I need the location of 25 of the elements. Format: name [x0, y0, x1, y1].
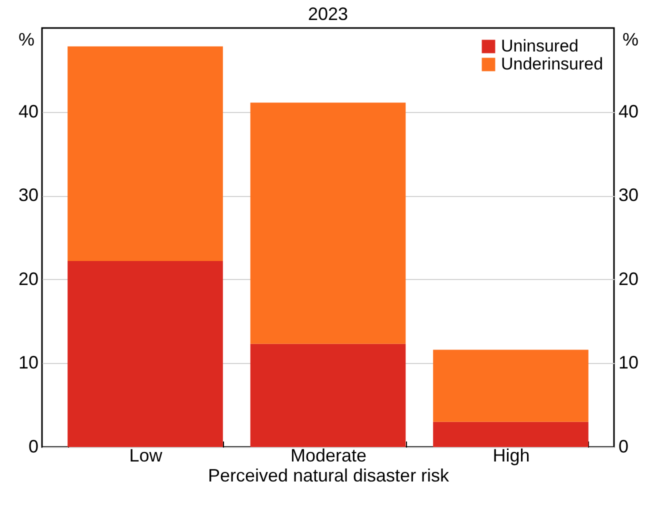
bar — [433, 422, 588, 447]
y-tick-label: 40 — [18, 101, 38, 122]
bar — [250, 344, 406, 447]
y2-tick-label: 40 — [618, 101, 639, 122]
y-tick-label: 20 — [18, 268, 38, 289]
bar — [68, 46, 223, 261]
y2-tick-label: 10 — [618, 352, 639, 373]
y2-tick-label: 30 — [618, 185, 639, 206]
x-tick-label: Moderate — [290, 446, 367, 466]
x-axis-title: Perceived natural disaster risk — [208, 466, 450, 486]
y2-tick-label: 0 — [618, 436, 629, 456]
y-axis-title: % — [18, 30, 35, 50]
y-tick-label: 30 — [18, 185, 38, 206]
bar — [250, 102, 406, 344]
bar — [433, 350, 588, 422]
y-tick-label: 0 — [28, 436, 38, 456]
y2-tick-label: 20 — [618, 268, 639, 289]
chart-subtitle: 2023 — [308, 4, 348, 24]
legend-label: Uninsured — [501, 36, 578, 56]
y2-axis-title: % — [622, 30, 639, 50]
x-tick-label: Low — [129, 446, 164, 466]
y-tick-label: 10 — [18, 352, 38, 373]
x-tick-label: High — [492, 446, 530, 466]
legend-label: Underinsured — [501, 54, 604, 74]
bar — [68, 260, 223, 447]
